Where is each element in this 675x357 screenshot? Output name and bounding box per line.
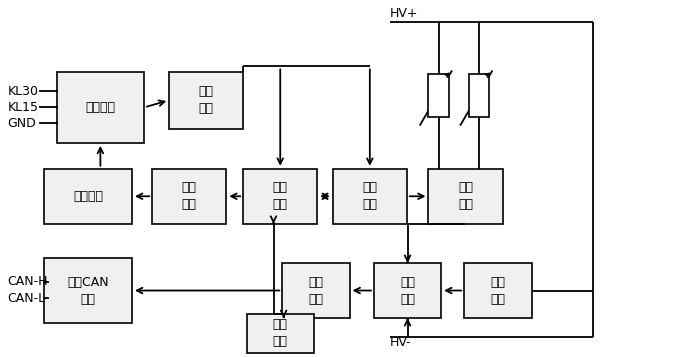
Bar xyxy=(246,314,314,353)
Text: 输入电路: 输入电路 xyxy=(86,101,115,114)
Text: 信号
处理: 信号 处理 xyxy=(308,276,323,306)
Bar xyxy=(57,72,144,143)
Text: CAN-L: CAN-L xyxy=(7,292,45,305)
Text: KL30: KL30 xyxy=(7,85,38,98)
Bar xyxy=(469,74,489,117)
Bar xyxy=(153,169,226,224)
Bar xyxy=(429,169,502,224)
Bar xyxy=(429,74,449,117)
Text: HV-: HV- xyxy=(390,336,412,349)
Text: 隔离CAN
电路: 隔离CAN 电路 xyxy=(68,276,109,306)
Bar xyxy=(243,169,317,224)
Text: 辅助
电源: 辅助 电源 xyxy=(198,85,214,115)
Text: 电压
采样: 电压 采样 xyxy=(490,276,506,306)
Text: HV+: HV+ xyxy=(390,7,418,20)
Bar xyxy=(374,263,441,318)
Bar xyxy=(333,169,407,224)
Bar xyxy=(45,169,132,224)
Bar xyxy=(45,258,132,323)
Text: 驱动
电路: 驱动 电路 xyxy=(362,181,377,211)
Bar xyxy=(464,263,531,318)
Bar xyxy=(282,263,350,318)
Text: 温度
采集: 温度 采集 xyxy=(273,318,288,348)
Text: CAN-H: CAN-H xyxy=(7,275,48,288)
Text: KL15: KL15 xyxy=(7,101,38,114)
Text: 下电保持: 下电保持 xyxy=(74,190,103,203)
Text: 隔离
控制: 隔离 控制 xyxy=(182,181,197,211)
Text: GND: GND xyxy=(7,117,36,130)
Bar xyxy=(169,72,243,129)
Text: 功率
电路: 功率 电路 xyxy=(458,181,473,211)
Text: 控制
电路: 控制 电路 xyxy=(273,181,288,211)
Text: 电流
采样: 电流 采样 xyxy=(400,276,415,306)
